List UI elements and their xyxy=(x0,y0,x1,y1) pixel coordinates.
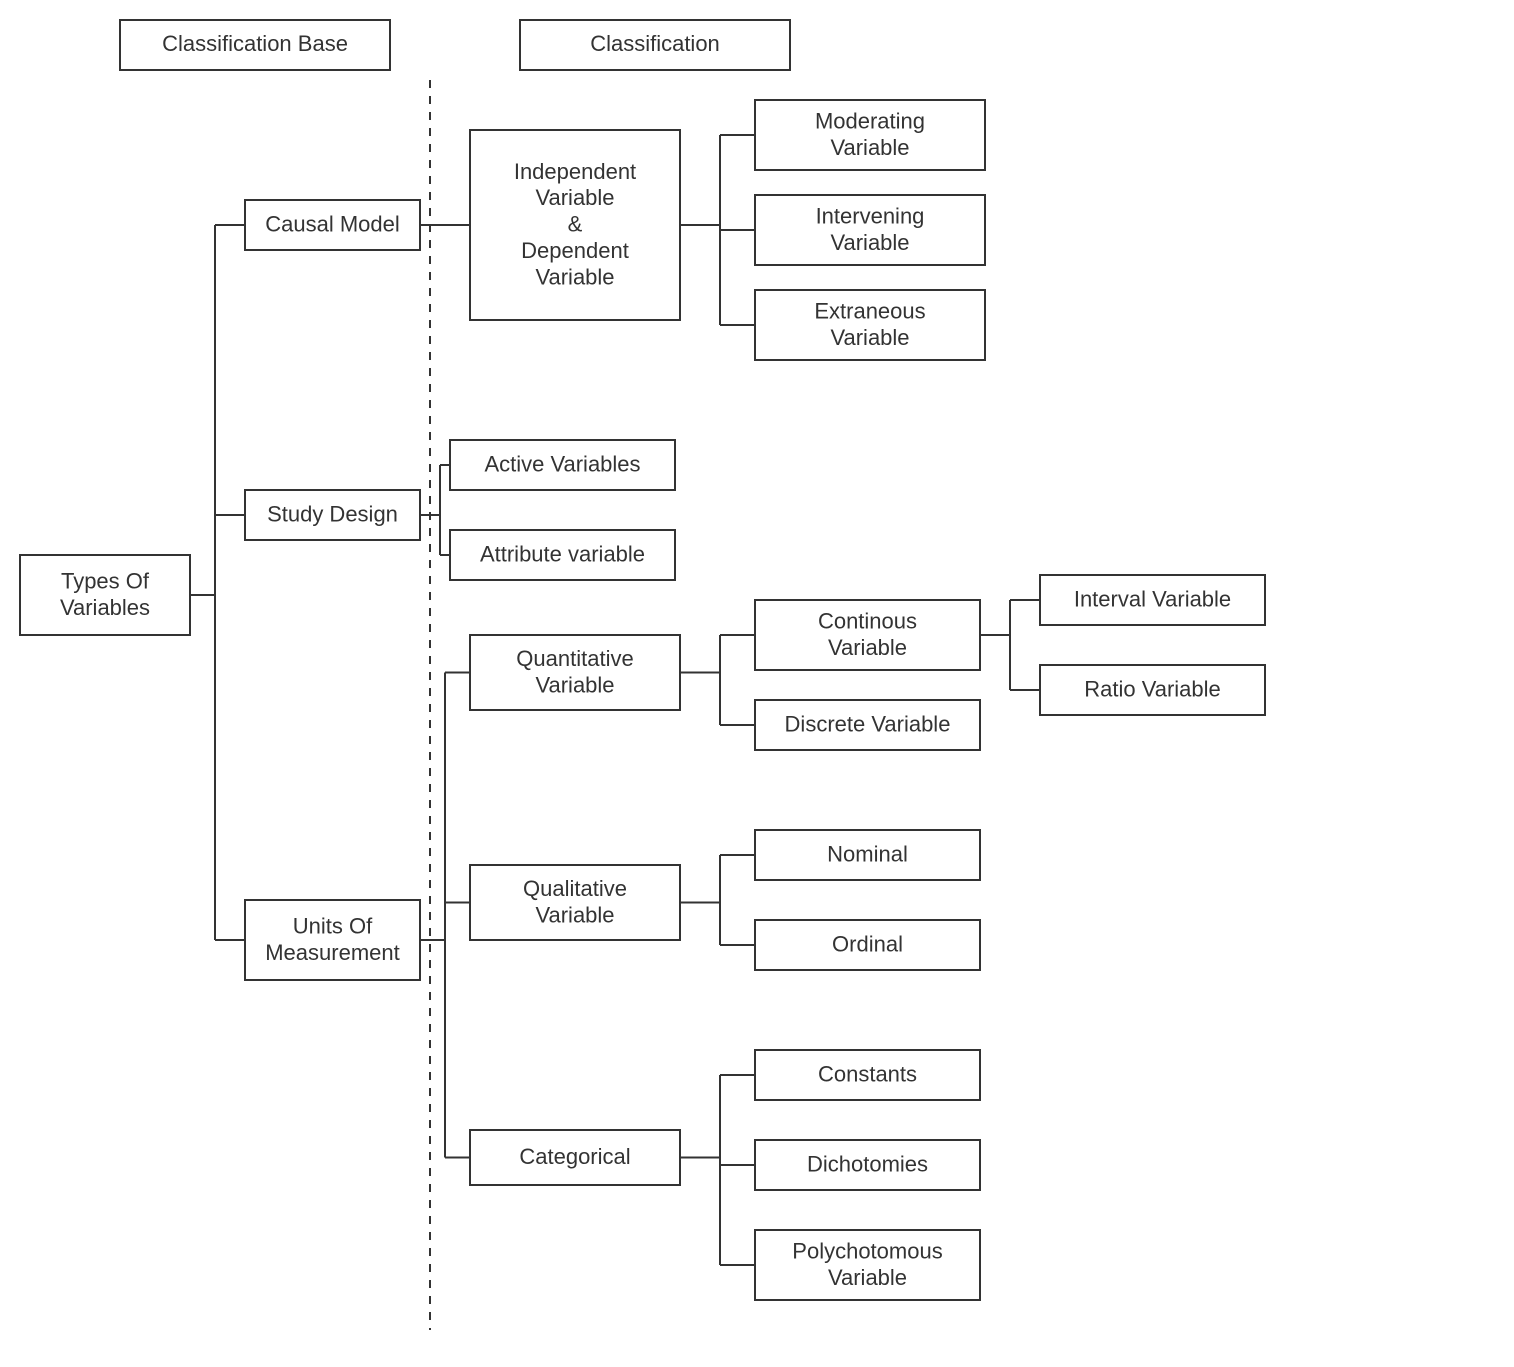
header-label-classification_base: Classification Base xyxy=(162,31,348,56)
node-label-extraneous-1: Variable xyxy=(830,325,909,350)
node-label-root-0: Types Of xyxy=(61,568,150,593)
node-label-continuous-0: Continous xyxy=(818,608,917,633)
node-label-continuous-1: Variable xyxy=(828,635,907,660)
variable-types-diagram: Classification Base Classification Types O… xyxy=(0,0,1514,1367)
edge-indep_dep xyxy=(680,135,755,325)
header-label-classification: Classification xyxy=(590,31,720,56)
node-label-attribute_var-0: Attribute variable xyxy=(480,542,645,567)
node-label-dichotomies-0: Dichotomies xyxy=(807,1152,928,1177)
node-label-indep_dep-2: & xyxy=(568,212,583,237)
node-label-ratio-0: Ratio Variable xyxy=(1084,677,1221,702)
node-label-indep_dep-0: Independent xyxy=(514,159,636,184)
node-label-moderating-1: Variable xyxy=(830,135,909,160)
node-label-ordinal-0: Ordinal xyxy=(832,932,903,957)
edge-root xyxy=(190,225,245,940)
node-label-intervening-0: Intervening xyxy=(816,203,925,228)
edge-continuous xyxy=(980,600,1040,690)
node-label-discrete-0: Discrete Variable xyxy=(785,712,951,737)
node-label-indep_dep-1: Variable xyxy=(535,185,614,210)
node-label-interval-0: Interval Variable xyxy=(1074,587,1231,612)
node-label-nominal-0: Nominal xyxy=(827,842,908,867)
node-label-quant_var-1: Variable xyxy=(535,672,614,697)
node-label-categorical-0: Categorical xyxy=(519,1144,630,1169)
node-label-qual_var-1: Variable xyxy=(535,902,614,927)
edge-quant_var xyxy=(680,635,755,725)
node-label-study_design-0: Study Design xyxy=(267,502,398,527)
node-label-extraneous-0: Extraneous xyxy=(814,298,925,323)
node-label-active_var-0: Active Variables xyxy=(484,452,640,477)
edge-units_meas xyxy=(420,673,470,1158)
node-label-indep_dep-4: Variable xyxy=(535,264,614,289)
node-label-intervening-1: Variable xyxy=(830,230,909,255)
node-label-indep_dep-3: Dependent xyxy=(521,238,629,263)
node-label-quant_var-0: Quantitative xyxy=(516,646,633,671)
node-label-units_meas-0: Units Of xyxy=(293,913,373,938)
node-label-constants-0: Constants xyxy=(818,1062,917,1087)
node-label-root-1: Variables xyxy=(60,595,150,620)
node-label-polychotomous-1: Variable xyxy=(828,1265,907,1290)
node-label-moderating-0: Moderating xyxy=(815,108,925,133)
node-label-units_meas-1: Measurement xyxy=(265,940,400,965)
edge-categorical xyxy=(680,1075,755,1265)
node-label-qual_var-0: Qualitative xyxy=(523,876,627,901)
edge-qual_var xyxy=(680,855,755,945)
node-label-causal_model-0: Causal Model xyxy=(265,212,400,237)
node-label-polychotomous-0: Polychotomous xyxy=(792,1238,942,1263)
edge-study_design xyxy=(420,465,450,555)
